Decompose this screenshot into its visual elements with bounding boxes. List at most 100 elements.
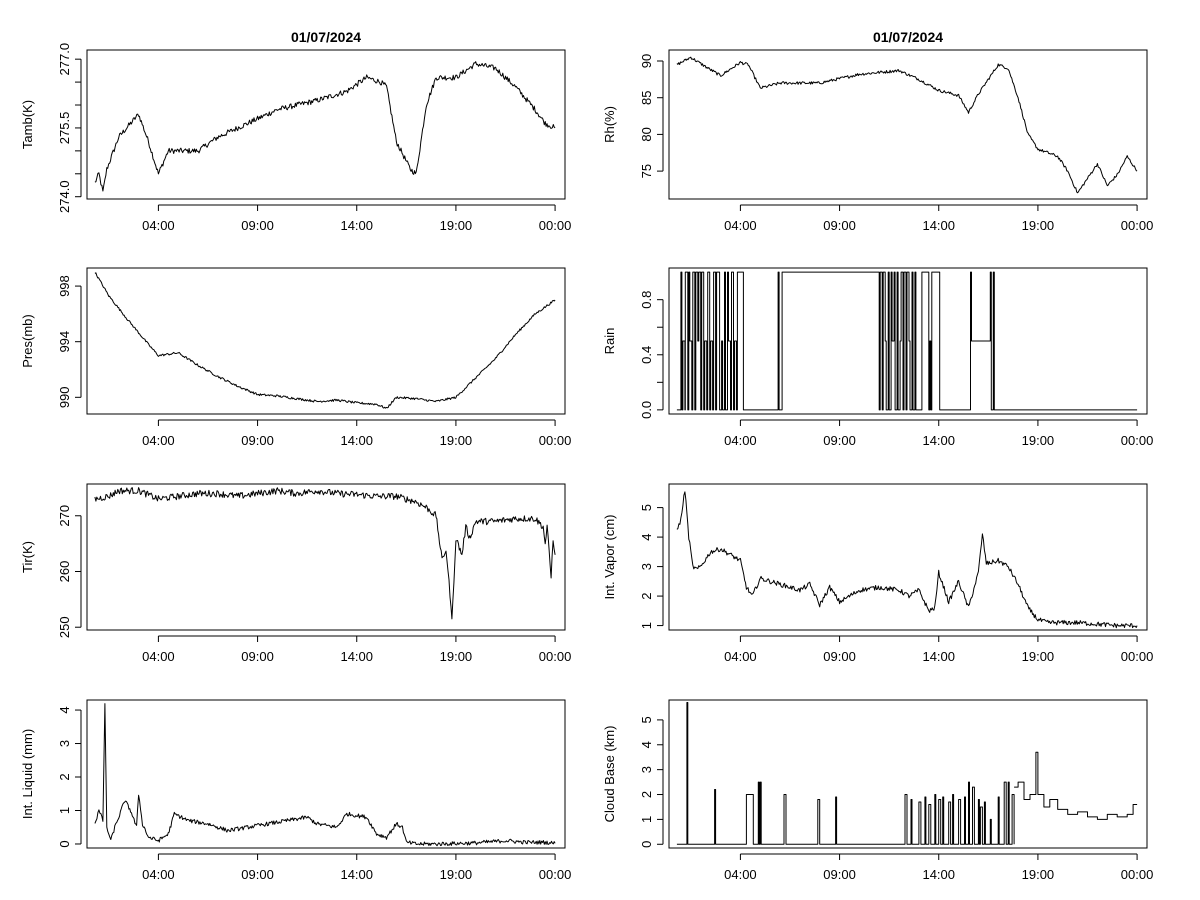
x-tick-label: 00:00 bbox=[1121, 867, 1154, 882]
y-axis: 990 994 998 bbox=[57, 275, 82, 408]
x-tick-label: 19:00 bbox=[440, 218, 473, 233]
y-tick-label: 3 bbox=[639, 766, 654, 773]
x-tick-label: 04:00 bbox=[142, 218, 175, 233]
x-axis: 04:00 09:00 14:00 19:00 00:00 bbox=[724, 853, 1154, 882]
x-tick-label: 14:00 bbox=[922, 867, 955, 882]
x-tick-label: 09:00 bbox=[241, 433, 274, 448]
x-tick-label: 09:00 bbox=[823, 218, 856, 233]
x-axis: 04:00 09:00 14:00 19:00 00:00 bbox=[142, 853, 571, 882]
x-tick-label: 14:00 bbox=[340, 433, 373, 448]
y-axis-label: Int. Liquid (mm) bbox=[20, 729, 35, 819]
panel-2: 04:00 09:00 14:00 19:00 00:00 990 994 998 Pres(m… bbox=[20, 267, 572, 448]
y-tick-label: 274.0 bbox=[57, 180, 72, 213]
panel-1: 01/07/2024 04:00 09:00 14:00 19:00 00:00 75 80 8… bbox=[602, 29, 1153, 233]
panel-3: 04:00 09:00 14:00 19:00 00:00 0.0 0.4 0.8 Rain bbox=[602, 267, 1154, 448]
x-axis: 04:00 09:00 14:00 19:00 00:00 bbox=[724, 419, 1154, 448]
x-tick-label: 00:00 bbox=[539, 218, 572, 233]
y-axis-label: Tir(K) bbox=[20, 541, 35, 573]
series-line-liquid bbox=[94, 703, 556, 847]
x-tick-label: 00:00 bbox=[1121, 433, 1154, 448]
y-tick-label: 1 bbox=[57, 807, 72, 814]
x-tick-label: 09:00 bbox=[823, 649, 856, 664]
x-tick-label: 04:00 bbox=[724, 433, 757, 448]
y-axis-label: Tamb(K) bbox=[20, 100, 35, 149]
x-tick-label: 04:00 bbox=[142, 649, 175, 664]
series-line-rain bbox=[676, 271, 1138, 411]
x-axis: 04:00 09:00 14:00 19:00 00:00 bbox=[724, 204, 1153, 233]
x-tick-label: 19:00 bbox=[1022, 867, 1055, 882]
y-axis-label: Int. Vapor (cm) bbox=[602, 514, 617, 599]
x-axis: 04:00 09:00 14:00 19:00 00:00 bbox=[724, 635, 1154, 664]
plot-frame bbox=[668, 483, 1148, 631]
x-tick-label: 04:00 bbox=[142, 433, 175, 448]
y-tick-label: 270 bbox=[57, 505, 72, 527]
plot-frame bbox=[668, 49, 1148, 200]
x-tick-label: 09:00 bbox=[823, 433, 856, 448]
x-tick-label: 19:00 bbox=[1022, 433, 1055, 448]
y-tick-label: 3 bbox=[639, 563, 654, 570]
x-tick-label: 14:00 bbox=[340, 218, 373, 233]
x-axis: 04:00 09:00 14:00 19:00 00:00 bbox=[142, 204, 572, 233]
x-tick-label: 00:00 bbox=[539, 433, 572, 448]
panel-7: 04:00 09:00 14:00 19:00 00:00 0 1 2 3 4 5 Cloud Bas… bbox=[602, 699, 1154, 882]
series-line-rh bbox=[676, 56, 1138, 194]
x-tick-label: 19:00 bbox=[1022, 649, 1055, 664]
y-tick-label: 1 bbox=[639, 816, 654, 823]
series-line-tir bbox=[94, 487, 556, 620]
x-tick-label: 00:00 bbox=[1121, 649, 1154, 664]
chart-title: 01/07/2024 bbox=[291, 29, 361, 45]
y-tick-label: 3 bbox=[57, 740, 72, 747]
plot-frame bbox=[86, 699, 566, 849]
x-tick-label: 04:00 bbox=[724, 218, 757, 233]
y-axis-label: Cloud Base (km) bbox=[602, 726, 617, 823]
panel-6: 04:00 09:00 14:00 19:00 00:00 0 1 2 3 4 Int. Liqui… bbox=[20, 699, 571, 882]
y-tick-label: 85 bbox=[639, 90, 654, 104]
x-tick-label: 00:00 bbox=[539, 649, 572, 664]
y-tick-label: 0 bbox=[639, 841, 654, 848]
x-tick-label: 14:00 bbox=[922, 433, 955, 448]
series-line-tamb bbox=[94, 61, 556, 192]
y-tick-label: 5 bbox=[639, 716, 654, 723]
series-line-cloudbasetail bbox=[1014, 751, 1138, 820]
y-tick-label: 2 bbox=[57, 773, 72, 780]
plot-frame bbox=[668, 699, 1148, 849]
x-tick-label: 14:00 bbox=[340, 649, 373, 664]
y-tick-label: 4 bbox=[57, 706, 72, 713]
y-tick-label: 2 bbox=[639, 592, 654, 599]
x-tick-label: 14:00 bbox=[922, 649, 955, 664]
y-axis: 0 1 2 3 4 5 bbox=[639, 716, 664, 848]
y-tick-label: 250 bbox=[57, 616, 72, 638]
x-tick-label: 04:00 bbox=[724, 867, 757, 882]
y-tick-label: 5 bbox=[639, 504, 654, 511]
plot-frame bbox=[86, 267, 566, 415]
y-tick-label: 990 bbox=[57, 386, 72, 408]
y-tick-label: 0.0 bbox=[639, 401, 654, 419]
y-axis-label: Rain bbox=[602, 328, 617, 355]
chart-title: 01/07/2024 bbox=[873, 29, 943, 45]
x-tick-label: 19:00 bbox=[440, 433, 473, 448]
series-line-cloudbase bbox=[676, 702, 1015, 845]
series-line-pres bbox=[94, 272, 556, 409]
y-axis: 274.0 275.5 277.0 bbox=[57, 43, 82, 213]
x-tick-label: 19:00 bbox=[440, 649, 473, 664]
x-axis: 04:00 09:00 14:00 19:00 00:00 bbox=[142, 635, 572, 664]
plot-frame bbox=[668, 267, 1148, 415]
y-tick-label: 1 bbox=[639, 622, 654, 629]
x-tick-label: 04:00 bbox=[724, 649, 757, 664]
x-tick-label: 14:00 bbox=[922, 218, 955, 233]
y-tick-label: 0 bbox=[57, 840, 72, 847]
y-tick-label: 0.8 bbox=[639, 291, 654, 309]
x-tick-label: 09:00 bbox=[241, 218, 274, 233]
y-axis: 250 260 270 bbox=[57, 505, 82, 638]
x-tick-label: 09:00 bbox=[823, 867, 856, 882]
series-line-vapor bbox=[676, 491, 1138, 629]
y-tick-label: 75 bbox=[639, 164, 654, 178]
y-tick-label: 4 bbox=[639, 741, 654, 748]
x-tick-label: 04:00 bbox=[142, 867, 175, 882]
y-tick-label: 80 bbox=[639, 127, 654, 141]
y-tick-label: 275.5 bbox=[57, 112, 72, 145]
y-axis: 75 80 85 90 bbox=[639, 54, 664, 178]
y-axis: 0 1 2 3 4 bbox=[57, 706, 82, 848]
y-tick-label: 90 bbox=[639, 54, 654, 68]
